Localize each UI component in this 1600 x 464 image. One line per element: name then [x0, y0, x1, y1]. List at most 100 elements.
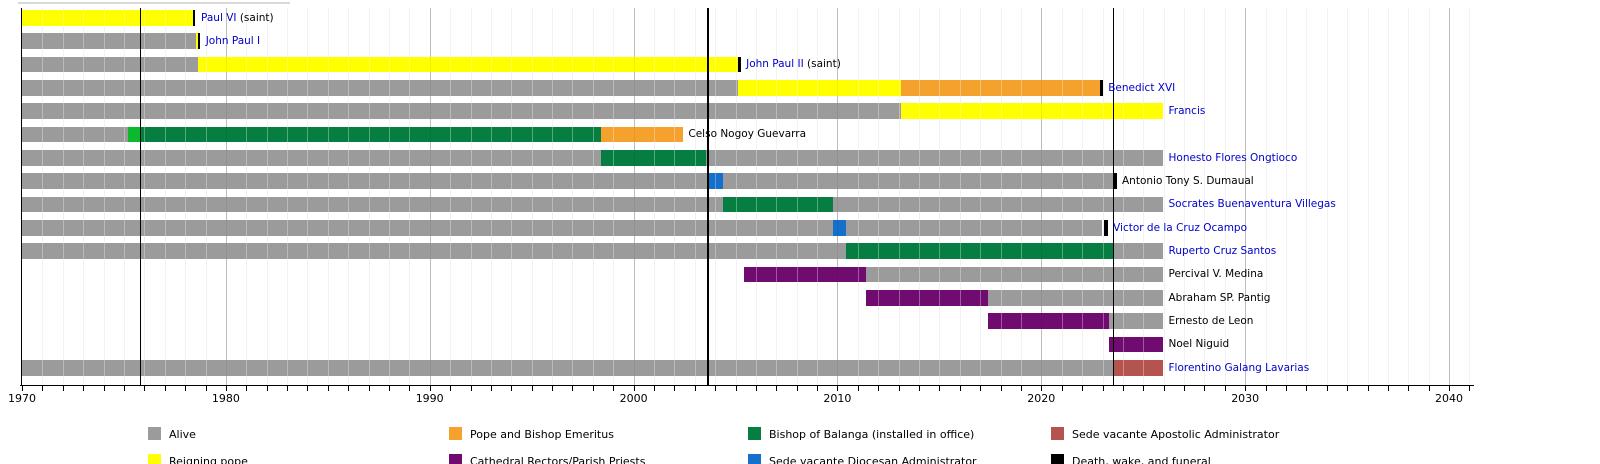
row-label[interactable]: John Paul I — [206, 34, 260, 49]
axis-tick — [123, 385, 125, 391]
gridline-year — [1204, 8, 1206, 385]
bar-segment-alive — [1109, 313, 1163, 329]
axis-tick — [592, 385, 594, 391]
bar-segment-bishop-installed — [846, 243, 1114, 259]
gridline-year — [185, 8, 187, 385]
gridline-overlay — [796, 8, 798, 385]
gridline-year — [939, 8, 941, 385]
gridline-year — [1469, 8, 1471, 385]
gridline-year — [123, 8, 125, 385]
gridline-overlay — [42, 8, 44, 385]
axis-tick — [42, 385, 44, 391]
person-name[interactable]: Socrates Buenaventura Villegas — [1168, 198, 1336, 211]
row-label[interactable]: Florentino Galang Lavarias — [1169, 361, 1310, 376]
gridline-overlay — [1347, 8, 1349, 385]
bar-segment-alive — [22, 33, 196, 49]
axis-tick — [1204, 385, 1206, 391]
axis-tick — [735, 385, 737, 391]
bar-segment-alive — [22, 196, 724, 213]
gridline-year — [511, 8, 513, 385]
bar-segment-cathedral-rector — [1109, 336, 1163, 353]
gridline-overlay — [1143, 8, 1145, 385]
gridline-overlay — [919, 8, 920, 385]
gridline-year — [246, 8, 248, 385]
bar-segment-alive — [22, 150, 602, 166]
axis-tick — [633, 385, 635, 391]
bar-segment-reigning-pope — [901, 103, 1163, 119]
row-label: Ernesto de Leon — [1169, 314, 1254, 329]
axis-tick — [796, 385, 798, 391]
person-name[interactable]: Florentino Galang Lavarias — [1168, 361, 1310, 374]
gridline-year — [164, 8, 166, 385]
gridline-year — [1020, 8, 1022, 385]
axis-decade-label: 2020 — [1027, 392, 1056, 405]
axis-tick — [368, 385, 370, 391]
bar-segment-reigning-pope — [195, 33, 198, 49]
axis-tick — [878, 385, 880, 391]
row-label[interactable]: John Paul II (saint) — [746, 57, 841, 72]
bar-segment-alive — [1113, 243, 1163, 259]
person-name[interactable]: Paul VI — [201, 11, 237, 24]
person-name[interactable]: Honesto Flores Ongtioco — [1168, 151, 1298, 164]
milestone-line — [707, 8, 709, 385]
bar-segment-alive — [723, 173, 1114, 189]
row-label[interactable]: Socrates Buenaventura Villegas — [1169, 197, 1336, 212]
gridline-overlay — [776, 8, 778, 385]
person-name[interactable]: John Paul II — [746, 58, 804, 71]
axis-bottom-line — [20, 385, 1474, 387]
gridline-year — [654, 8, 655, 385]
gridline-overlay — [613, 8, 615, 385]
gridline-overlay — [735, 8, 737, 385]
person-name[interactable]: Victor de la Cruz Ocampo — [1113, 221, 1248, 234]
bar-segment-cathedral-rector — [744, 266, 866, 283]
gridline-overlay — [225, 8, 227, 385]
person-name[interactable]: John Paul I — [205, 34, 261, 47]
gridline-decade — [837, 8, 839, 385]
row-label: Abraham SP. Pantig — [1169, 291, 1271, 306]
bar-segment-reigning-pope — [738, 80, 902, 96]
axis-tick — [409, 385, 411, 391]
death-marker — [1113, 173, 1117, 189]
gridline-overlay — [1122, 8, 1124, 385]
row-label[interactable]: Benedict XVI — [1108, 81, 1175, 96]
gridline-overlay — [1102, 8, 1104, 385]
gridline-year — [470, 8, 472, 385]
gridline-year — [878, 8, 880, 385]
axis-tick — [1184, 385, 1185, 391]
row-label[interactable]: Paul VI (saint) — [201, 11, 274, 26]
bar-segment-bishop-installed — [601, 150, 706, 166]
axis-decade-label: 2000 — [619, 392, 648, 405]
gridline-overlay — [1265, 8, 1267, 385]
bar-segment-cathedral-rector — [988, 313, 1110, 329]
gridline-overlay — [878, 8, 880, 385]
axis-tick — [898, 385, 900, 391]
bar-segment-pope-bishop-emeritus — [901, 80, 1100, 96]
gridline-year — [898, 8, 900, 385]
row-label[interactable]: Honesto Flores Ongtioco — [1169, 151, 1298, 166]
gridline-year — [674, 8, 676, 385]
gridline-overlay — [164, 8, 166, 385]
person-name[interactable]: Ruperto Cruz Santos — [1168, 244, 1277, 257]
gridline-overlay — [409, 8, 411, 385]
gridline-overlay — [1204, 8, 1206, 385]
axis-tick — [715, 385, 717, 391]
gridline-year — [1326, 8, 1328, 385]
axis-tick — [490, 385, 492, 391]
row-label[interactable]: Victor de la Cruz Ocampo — [1113, 221, 1247, 236]
gridline-year — [307, 8, 309, 385]
axis-tick — [470, 385, 472, 391]
row-label[interactable]: Francis — [1169, 104, 1206, 119]
legend-label: Death, wake, and funeral — [1072, 455, 1211, 464]
legend-swatch-sede-vacante-apostolic — [1051, 427, 1064, 440]
gridline-year — [144, 8, 146, 385]
gridline-overlay — [266, 8, 268, 385]
gridline-overlay — [552, 8, 553, 385]
row-label[interactable]: Ruperto Cruz Santos — [1169, 244, 1277, 259]
person-name[interactable]: Benedict XVI — [1108, 81, 1176, 94]
axis-tick — [1347, 385, 1349, 391]
axis-tick — [755, 385, 757, 391]
bar-segment-alive — [988, 290, 1163, 306]
person-name[interactable]: Francis — [1168, 104, 1206, 117]
gridline-overlay — [633, 8, 635, 385]
